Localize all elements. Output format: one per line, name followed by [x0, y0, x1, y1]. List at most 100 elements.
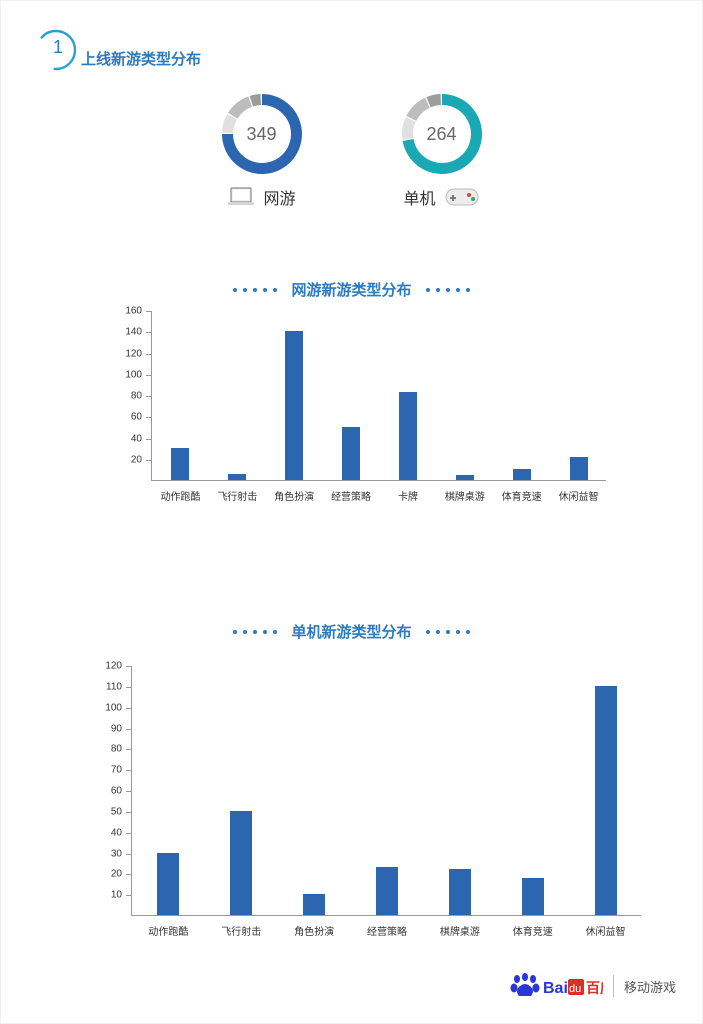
ytick-label: 30: [111, 848, 122, 859]
ytick: [146, 354, 152, 355]
donut-row: 349 网游 264 单机: [1, 89, 702, 209]
donut-offline-label: 单机: [403, 185, 435, 209]
bar: [595, 686, 617, 915]
bar: [449, 869, 471, 915]
svg-text:Bai: Bai: [543, 980, 568, 997]
footer: Bai du 百度 移动游戏: [507, 971, 676, 1001]
chart-plot: 20406080100120140160动作跑酷飞行射击角色扮演经营策略卡牌棋牌…: [151, 311, 606, 481]
ytick: [126, 687, 132, 688]
chart2: 102030405060708090100110120动作跑酷飞行射击角色扮演经…: [131, 666, 641, 916]
xtick-label: 卡牌: [398, 488, 418, 503]
footer-suffix: 移动游戏: [624, 977, 676, 996]
ytick: [126, 791, 132, 792]
bar: [157, 853, 179, 916]
chart1: 20406080100120140160动作跑酷飞行射击角色扮演经营策略卡牌棋牌…: [151, 311, 606, 481]
chart2-title: 单机新游类型分布: [291, 621, 411, 642]
bar: [303, 894, 325, 915]
bar: [171, 448, 189, 480]
ytick-label: 50: [111, 806, 122, 817]
bar: [230, 811, 252, 915]
ytick: [146, 396, 152, 397]
svg-text:百度: 百度: [586, 980, 603, 996]
ytick-label: 160: [125, 306, 142, 317]
xtick-label: 角色扮演: [274, 488, 314, 503]
xtick-label: 飞行射击: [221, 923, 261, 938]
xtick-label: 棋牌桌游: [445, 488, 485, 503]
chart2-title-row: 单机新游类型分布: [1, 621, 702, 642]
ytick: [126, 812, 132, 813]
xtick-label: 角色扮演: [294, 923, 334, 938]
ytick: [126, 666, 132, 667]
ytick-label: 20: [131, 454, 142, 465]
chart1-title: 网游新游类型分布: [291, 279, 411, 300]
bar: [570, 457, 588, 480]
header-title: 上线新游类型分布: [81, 48, 201, 69]
header-badge: 1: [35, 29, 77, 71]
ytick-label: 10: [111, 890, 122, 901]
dots-right-icon: [426, 630, 470, 634]
xtick-label: 经营策略: [367, 923, 407, 938]
bar: [456, 475, 474, 480]
laptop-icon: [227, 187, 255, 207]
donut-online: 349 网游: [217, 89, 307, 209]
bar: [513, 469, 531, 480]
dots-right-icon: [426, 288, 470, 292]
bar: [342, 427, 360, 480]
xtick-label: 休闲益智: [559, 488, 599, 503]
ytick-label: 80: [111, 744, 122, 755]
ytick: [126, 729, 132, 730]
xtick-label: 体育竞速: [513, 923, 553, 938]
ytick: [146, 311, 152, 312]
donut-offline: 264 单机: [397, 89, 487, 209]
ytick: [126, 833, 132, 834]
ytick-label: 40: [111, 827, 122, 838]
donut-offline-value: 264: [397, 89, 487, 179]
bar: [399, 392, 417, 480]
ytick-label: 40: [131, 433, 142, 444]
xtick-label: 动作跑酷: [148, 923, 188, 938]
ytick: [146, 417, 152, 418]
chart-plot: 102030405060708090100110120动作跑酷飞行射击角色扮演经…: [131, 666, 641, 916]
ytick-label: 110: [106, 681, 122, 692]
donut-online-value: 349: [217, 89, 307, 179]
ytick-label: 60: [131, 412, 142, 423]
chart1-title-row: 网游新游类型分布: [1, 279, 702, 300]
gamepad-icon: [444, 187, 480, 207]
ytick-label: 70: [111, 765, 122, 776]
xtick-label: 棋牌桌游: [440, 923, 480, 938]
ytick: [146, 375, 152, 376]
footer-divider: [613, 975, 614, 997]
ytick: [126, 708, 132, 709]
ytick-label: 100: [105, 702, 122, 713]
ytick-label: 60: [111, 786, 122, 797]
ytick: [126, 895, 132, 896]
header-number: 1: [53, 37, 63, 58]
bar: [285, 331, 303, 480]
xtick-label: 休闲益智: [586, 923, 626, 938]
ytick: [126, 854, 132, 855]
ytick-label: 100: [125, 369, 142, 380]
dots-left-icon: [233, 288, 277, 292]
ytick: [146, 460, 152, 461]
dots-left-icon: [233, 630, 277, 634]
ytick-label: 120: [125, 348, 142, 359]
xtick-label: 动作跑酷: [160, 488, 200, 503]
xtick-label: 体育竞速: [502, 488, 542, 503]
ytick: [146, 439, 152, 440]
ytick-label: 120: [105, 661, 122, 672]
bar: [376, 867, 398, 915]
ytick-label: 20: [111, 869, 122, 880]
ytick-label: 80: [131, 391, 142, 402]
baidu-logo: Bai du 百度: [507, 971, 603, 1001]
xtick-label: 飞行射击: [217, 488, 257, 503]
section-header: 1 上线新游类型分布: [35, 29, 201, 71]
ytick: [126, 770, 132, 771]
ytick: [126, 874, 132, 875]
donut-online-label: 网游: [263, 185, 295, 209]
bar: [522, 878, 544, 916]
ytick: [146, 332, 152, 333]
xtick-label: 经营策略: [331, 488, 371, 503]
bar: [228, 474, 246, 480]
ytick-label: 90: [111, 723, 122, 734]
ytick-label: 140: [125, 327, 142, 338]
